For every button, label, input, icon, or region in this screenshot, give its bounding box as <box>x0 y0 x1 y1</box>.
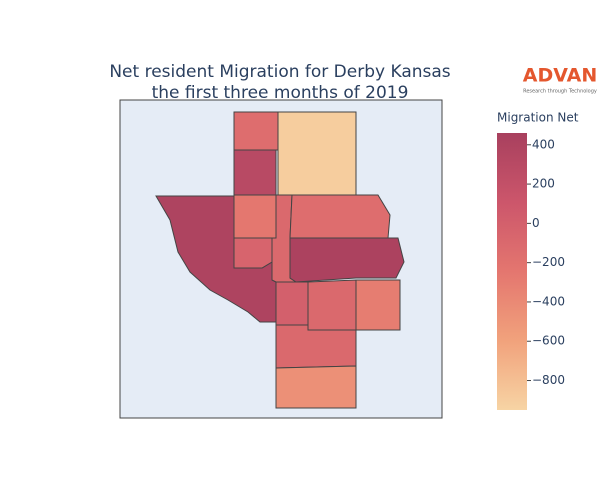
title-line: Net resident Migration for Derby Kansas <box>109 62 450 82</box>
county-region <box>289 194 391 239</box>
logo-text: ADVAN <box>523 65 598 87</box>
county-region <box>275 365 357 409</box>
colorbar-tick-label: −800 <box>532 373 565 387</box>
colorbar-tick-label: 200 <box>532 177 555 191</box>
colorbar-tick-label: −600 <box>532 334 565 348</box>
colorbar-tick-label: 0 <box>532 216 540 230</box>
county-region <box>289 237 405 283</box>
county-region <box>275 281 309 326</box>
county-region <box>233 194 277 239</box>
colorbar <box>497 133 527 410</box>
colorbar-title: Migration Net <box>497 111 579 125</box>
county-region <box>277 111 357 196</box>
colorbar-tick-label: 400 <box>532 137 555 151</box>
county-region <box>355 279 401 331</box>
county-region <box>307 279 357 331</box>
county-region <box>233 237 273 269</box>
logo-tagline: Research through Technology <box>523 89 597 95</box>
colorbar-tick-label: −400 <box>532 294 565 308</box>
county-region <box>233 111 279 151</box>
title-line: the first three months of 2019 <box>152 83 409 103</box>
county-region <box>233 149 277 196</box>
colorbar-tick-label: −200 <box>532 255 565 269</box>
county-region <box>275 324 357 369</box>
